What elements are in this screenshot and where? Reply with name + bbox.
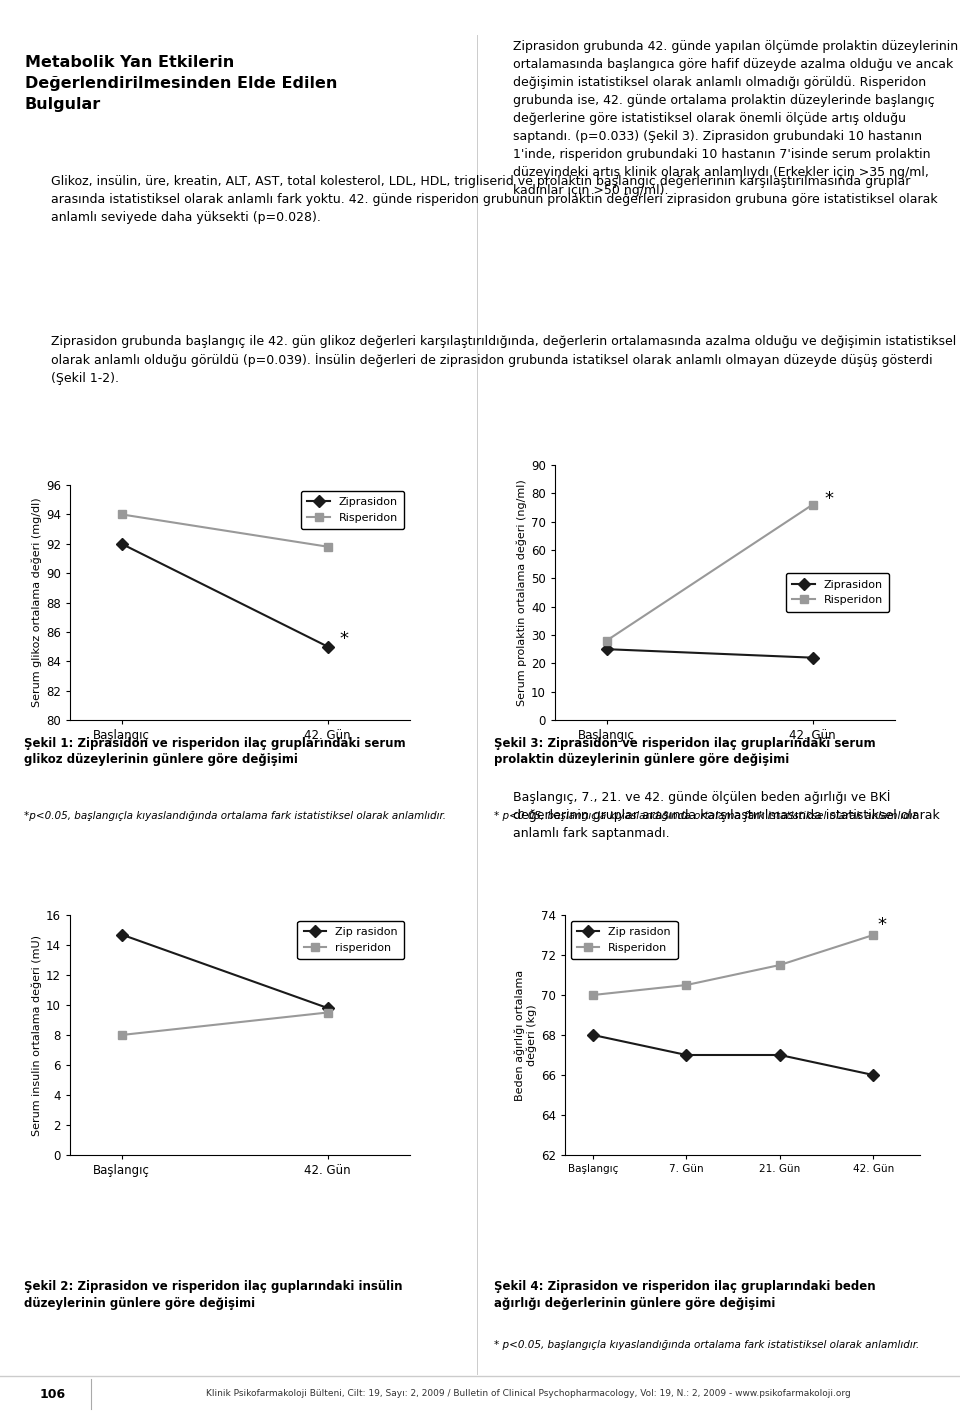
Text: *: * (878, 916, 887, 934)
Text: *p<0.05, başlangıçla kıyaslandığında ortalama fark istatistiksel olarak anlamlıd: *p<0.05, başlangıçla kıyaslandığında ort… (24, 811, 446, 821)
Text: Şekil 3: Ziprasidon ve risperidon ilaç gruplarındaki serum
prolaktin düzeylerini: Şekil 3: Ziprasidon ve risperidon ilaç g… (494, 736, 876, 766)
Text: *: * (340, 630, 348, 649)
Y-axis label: Serum insulin ortalama değeri (mU): Serum insulin ortalama değeri (mU) (32, 934, 42, 1136)
Text: Başlangıç, 7., 21. ve 42. günde ölçülen beden ağırlığı ve BKİ değerlerinin grupl: Başlangıç, 7., 21. ve 42. günde ölçülen … (513, 790, 939, 839)
Text: Glikoz, insülin, üre, kreatin, ALT, AST, total kolesterol, LDL, HDL, trigliserid: Glikoz, insülin, üre, kreatin, ALT, AST,… (51, 175, 937, 225)
Text: 106: 106 (39, 1388, 66, 1400)
Text: Şekil 1: Ziprasidon ve risperidon ilaç gruplarındaki serum
glikoz düzeylerinin g: Şekil 1: Ziprasidon ve risperidon ilaç g… (24, 736, 406, 766)
Y-axis label: Beden ağırlığı ortalama
değeri (kg): Beden ağırlığı ortalama değeri (kg) (515, 969, 537, 1101)
Text: Ziprasidon grubunda başlangıç ile 42. gün glikoz değerleri karşılaştırıldığında,: Ziprasidon grubunda başlangıç ile 42. gü… (51, 335, 956, 386)
Text: * p<0.05, başlangıçla kıyaslandığında ortalama fark istatistiksel olarak anlamlı: * p<0.05, başlangıçla kıyaslandığında or… (494, 811, 917, 821)
Text: Şekil 4: Ziprasidon ve risperidon ilaç gruplarındaki beden
ağırlığı değerlerinin: Şekil 4: Ziprasidon ve risperidon ilaç g… (494, 1280, 876, 1310)
Y-axis label: Serum glikoz ortalama değeri (mg/dl): Serum glikoz ortalama değeri (mg/dl) (32, 497, 42, 708)
Text: *: * (825, 490, 834, 509)
Text: Klinik Psikofarmakoloji Bülteni, Cilt: 19, Sayı: 2, 2009 / Bulletin of Clinical : Klinik Psikofarmakoloji Bülteni, Cilt: 1… (205, 1389, 851, 1399)
Legend: Zip rasidon, risperidon: Zip rasidon, risperidon (298, 920, 404, 959)
Text: Şizofreni ve şizoaffektif bozukluk akut alevlenmesi olan hastalarda ziprasidon i: Şizofreni ve şizoaffektif bozukluk akut … (8, 13, 756, 23)
Legend: Ziprasidon, Risperidon: Ziprasidon, Risperidon (785, 574, 890, 612)
Text: Şekil 2: Ziprasidon ve risperidon ilaç guplarındaki insülin
düzeylerinin günlere: Şekil 2: Ziprasidon ve risperidon ilaç g… (24, 1280, 402, 1310)
Legend: Ziprasidon, Risperidon: Ziprasidon, Risperidon (300, 490, 404, 530)
Y-axis label: Serum prolaktin ortalama değeri (ng/ml): Serum prolaktin ortalama değeri (ng/ml) (516, 479, 527, 706)
Text: * p<0.05, başlangıçla kıyaslandığında ortalama fark istatistiksel olarak anlamlı: * p<0.05, başlangıçla kıyaslandığında or… (494, 1340, 920, 1349)
Text: Ziprasidon grubunda 42. günde yapılan ölçümde prolaktin düzeylerinin ortalamasın: Ziprasidon grubunda 42. günde yapılan öl… (513, 40, 958, 196)
Text: Metabolik Yan Etkilerin
Değerlendirilmesinden Elde Edilen
Bulgular: Metabolik Yan Etkilerin Değerlendirilmes… (25, 55, 337, 112)
Legend: Zip rasidon, Risperidon: Zip rasidon, Risperidon (570, 920, 678, 959)
